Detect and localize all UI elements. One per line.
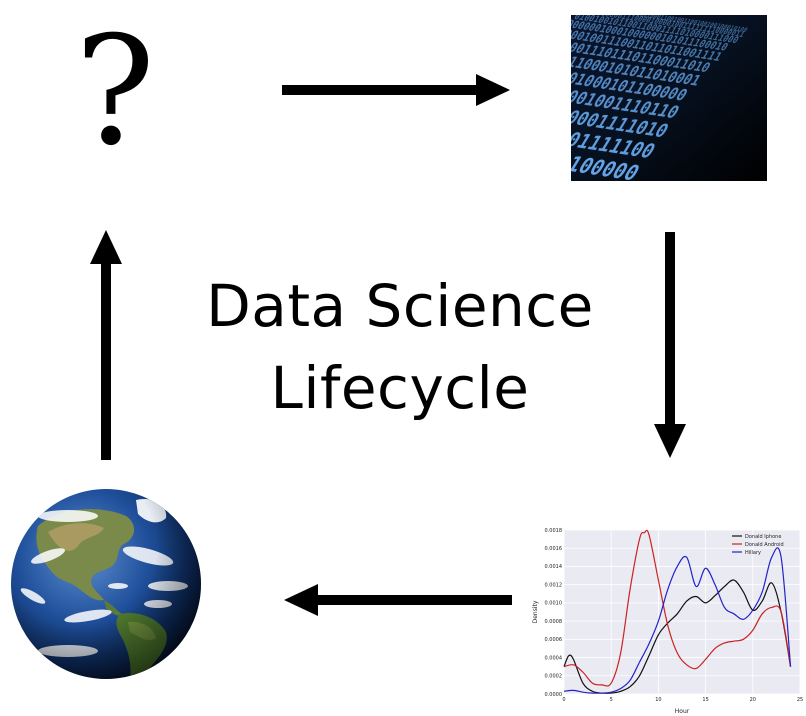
y-tick-label: 0.0006 (545, 637, 563, 643)
arrow-up-icon (90, 230, 122, 460)
legend-label: Donald Iphone (745, 534, 781, 540)
question-mark-icon: ? (74, 5, 156, 179)
series-line-1 (563, 579, 792, 694)
series-lines (563, 529, 792, 694)
arrow-left-icon (284, 584, 512, 616)
y-axis-label: Density (532, 600, 539, 623)
title-line-1: Data Science (206, 272, 594, 340)
chart-legend: Donald Iphone Donald Android Hillary (732, 534, 784, 556)
x-tick-labels: 0 5 10 15 20 25 (562, 697, 803, 703)
y-tick-label: 0.0012 (545, 582, 563, 588)
density-chart: 0.0000 0.0002 0.0004 0.0006 0.0008 0.0010 0.00… (532, 528, 803, 715)
legend-label: Hillary (745, 550, 761, 556)
y-tick-label: 0.0018 (545, 528, 563, 534)
y-tick-label: 0.0004 (545, 655, 563, 661)
binary-code-image: 0100010110011000101000110010011001001001… (571, 15, 767, 181)
earth-globe-image (11, 489, 201, 679)
y-tick-label: 0.0016 (545, 546, 563, 552)
x-tick-label: 5 (610, 697, 613, 703)
x-tick-label: 0 (562, 697, 565, 703)
series-line-2 (563, 529, 792, 687)
diagram-title: Data Science Lifecycle (140, 265, 660, 429)
y-tick-label: 0.0014 (545, 564, 563, 570)
grid-lines (563, 529, 801, 695)
x-tick-label: 15 (702, 697, 708, 703)
y-tick-label: 0.0008 (545, 619, 563, 625)
y-tick-label: 0.0010 (545, 601, 563, 607)
arrow-right-icon (282, 74, 510, 106)
legend-label: Donald Android (745, 542, 784, 548)
series-line-3 (563, 547, 792, 694)
x-axis-label: Hour (675, 708, 690, 715)
x-tick-label: 20 (750, 697, 756, 703)
x-tick-label: 25 (797, 697, 803, 703)
title-line-2: Lifecycle (270, 354, 530, 422)
x-tick-label: 10 (655, 697, 661, 703)
y-tick-label: 0.0002 (545, 674, 563, 680)
arrow-down-icon (654, 232, 686, 458)
y-tick-labels: 0.0000 0.0002 0.0004 0.0006 0.0008 0.0010 0.00… (545, 528, 563, 698)
plot-area (564, 530, 800, 694)
y-tick-label: 0.0000 (545, 692, 563, 698)
